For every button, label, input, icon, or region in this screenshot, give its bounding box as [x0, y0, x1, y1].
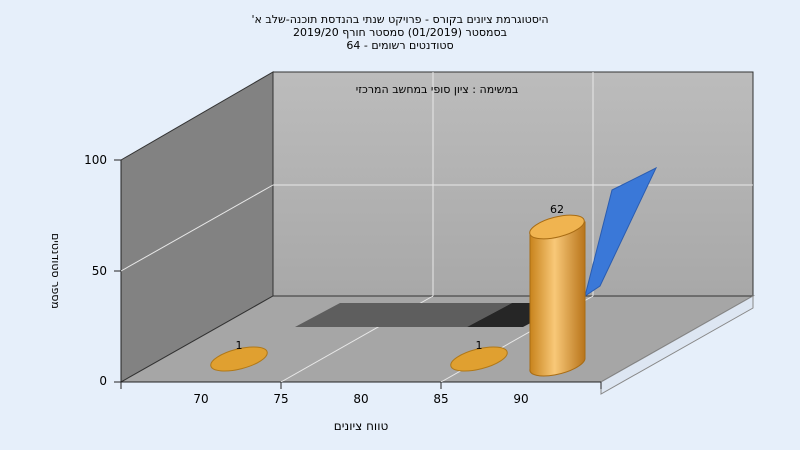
y-axis-ticks [114, 159, 121, 383]
bar-92-body [529, 221, 586, 377]
x-tick-80: 80 [353, 392, 368, 406]
chart-title-line-1: היסטוגרמת ציונים בקורס - פרויקט שנתי בהנ… [251, 13, 548, 26]
y-tick-0: 0 [99, 374, 107, 388]
series-line-band [584, 166, 658, 298]
x-axis-title: טווח ציונים [334, 419, 389, 433]
y-tick-50: 50 [92, 264, 107, 278]
chart-title-line-3: סטודנטים רשומים - 64 [346, 39, 453, 52]
floor-front-edge [600, 295, 754, 395]
bar-72 [210, 346, 268, 372]
bar-87 [450, 346, 508, 372]
y-axis-title: מספר סטודנטים [49, 233, 62, 309]
bar-87-cap [450, 346, 508, 372]
x-tick-70: 70 [193, 392, 208, 406]
bar-label-72: 1 [236, 339, 243, 352]
bar-label-87: 1 [476, 339, 483, 352]
floor-shadow [295, 303, 512, 327]
x-tick-85: 85 [433, 392, 448, 406]
back-wall [272, 71, 754, 297]
bar-92 [529, 214, 586, 377]
bar-92-top [529, 214, 585, 240]
y-tick-100: 100 [84, 153, 107, 167]
bar-72-cap [210, 346, 268, 372]
x-tick-75: 75 [273, 392, 288, 406]
x-axis-ticks [120, 382, 602, 389]
chart-annotation: במשימה : ציון סופי במחשב המרכזי [356, 83, 519, 96]
bar-label-92: 62 [550, 203, 564, 216]
grid-lines [120, 72, 753, 383]
x-tick-90: 90 [513, 392, 528, 406]
chart-title-line-2: בסמסטר (01/2019) סמסטר חורף 2019/20 [293, 26, 507, 39]
